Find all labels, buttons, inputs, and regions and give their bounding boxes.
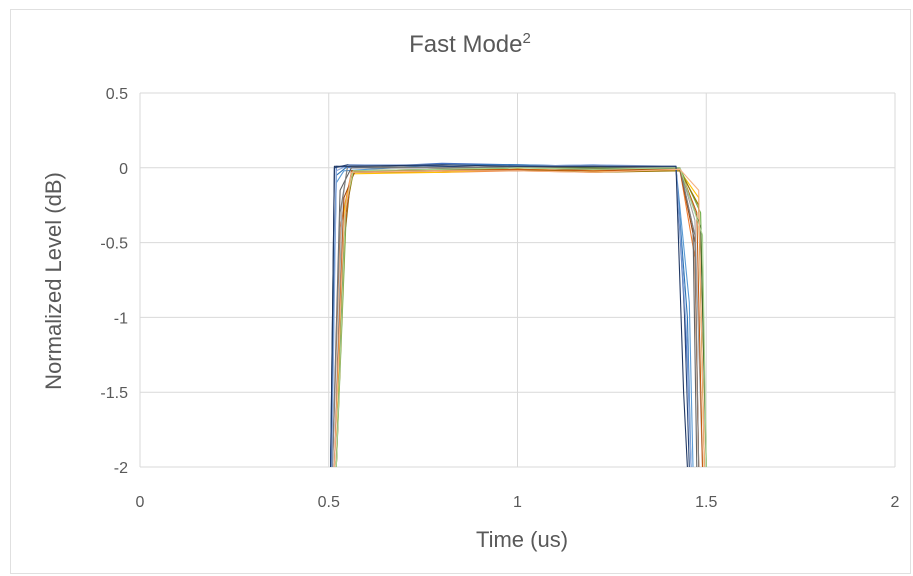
series-line-7 — [330, 164, 690, 468]
x-tick-label: 1.5 — [695, 494, 717, 511]
x-tick-label: 0.5 — [318, 494, 340, 511]
y-tick-label: -1 — [114, 310, 128, 327]
y-tick-label: 0 — [119, 161, 128, 178]
y-axis-title: Normalized Level (dB) — [41, 172, 66, 390]
series-line-10 — [335, 168, 705, 468]
series-line-11 — [330, 164, 692, 468]
series-line-3 — [333, 164, 704, 468]
series-line-9 — [331, 165, 698, 468]
series-line-1 — [330, 162, 692, 468]
x-tick-label: 0 — [136, 494, 145, 511]
series-line-18 — [333, 168, 705, 468]
x-tick-label: 1 — [513, 494, 522, 511]
chart-frame — [10, 9, 911, 574]
tick-labels: 0.5 0 -0.5 -1 -1.5 -2 0 0.5 1 1.5 2 — [100, 86, 899, 511]
y-tick-label: 0.5 — [106, 86, 128, 103]
series-line-5 — [330, 164, 694, 468]
series-line-17 — [330, 164, 688, 468]
chart-title-main: Fast Mode — [409, 31, 522, 58]
gridlines — [139, 92, 896, 468]
series-line-14 — [333, 168, 704, 468]
series-line-4 — [335, 168, 705, 468]
series-line-15 — [331, 164, 692, 468]
y-tick-label: -0.5 — [100, 236, 128, 253]
series-line-8 — [333, 168, 700, 468]
chart-title: Fast Mode2 — [409, 30, 531, 58]
series-line-2 — [331, 168, 700, 468]
y-tick-label: -2 — [114, 460, 128, 477]
x-axis-title: Time (us) — [476, 527, 568, 552]
x-tick-label: 2 — [891, 494, 900, 511]
chart-title-superscript: 2 — [523, 30, 531, 47]
y-tick-label: -1.5 — [100, 385, 128, 402]
series-line-13 — [331, 165, 700, 468]
series-lines — [330, 162, 707, 468]
